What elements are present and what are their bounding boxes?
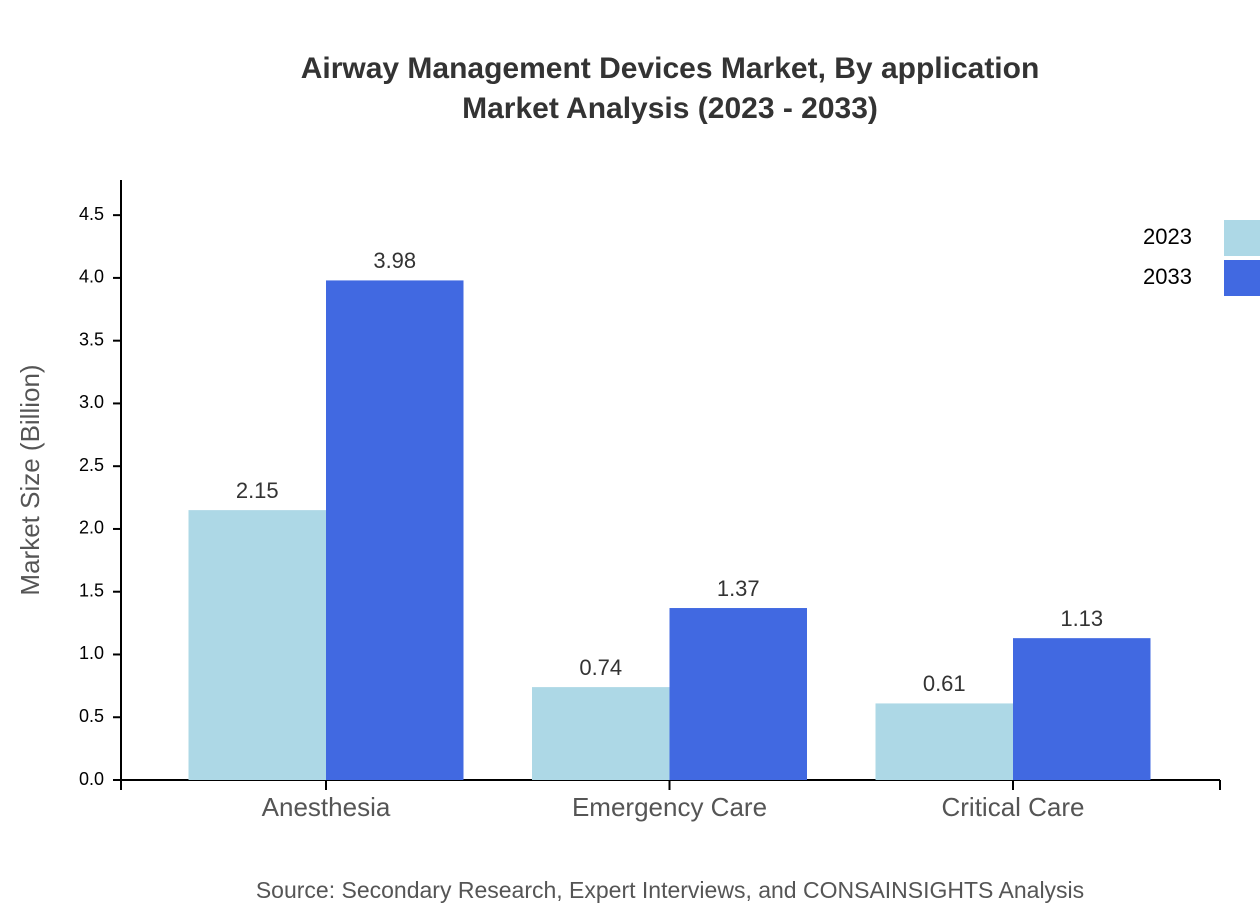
- bar: [188, 510, 326, 780]
- y-axis-label: Market Size (Billion): [15, 364, 45, 595]
- y-tick-label: 1.5: [79, 580, 104, 600]
- x-tick-label: Critical Care: [941, 792, 1084, 822]
- y-tick-label: 0.5: [79, 706, 104, 726]
- source-note: Source: Secondary Research, Expert Inter…: [256, 877, 1084, 903]
- chart-subtitle: Market Analysis (2023 - 2033): [462, 92, 878, 125]
- x-tick-label: Emergency Care: [572, 792, 767, 822]
- value-label: 3.98: [373, 248, 416, 273]
- y-tick-label: 1.0: [79, 643, 104, 663]
- y-tick-label: 4.0: [79, 267, 104, 287]
- x-tick-label: Anesthesia: [262, 792, 391, 822]
- y-tick-label: 3.5: [79, 329, 104, 349]
- legend-swatch: [1224, 260, 1260, 296]
- bar: [669, 608, 807, 780]
- value-label: 0.61: [923, 671, 966, 696]
- chart-title: Airway Management Devices Market, By app…: [301, 52, 1040, 85]
- bar: [326, 280, 464, 780]
- legend-label: 2023: [1143, 224, 1192, 249]
- bar: [875, 703, 1013, 780]
- value-label: 0.74: [579, 655, 622, 680]
- y-tick-label: 3.0: [79, 392, 104, 412]
- value-label: 2.15: [236, 478, 279, 503]
- legend-label: 2033: [1143, 264, 1192, 289]
- bar: [1013, 638, 1151, 780]
- value-label: 1.37: [717, 576, 760, 601]
- legend-swatch: [1224, 220, 1260, 256]
- y-tick-label: 2.5: [79, 455, 104, 475]
- y-tick-label: 2.0: [79, 518, 104, 538]
- bar: [532, 687, 670, 780]
- y-tick-label: 0.0: [79, 769, 104, 789]
- y-tick-label: 4.5: [79, 204, 104, 224]
- value-label: 1.13: [1060, 606, 1103, 631]
